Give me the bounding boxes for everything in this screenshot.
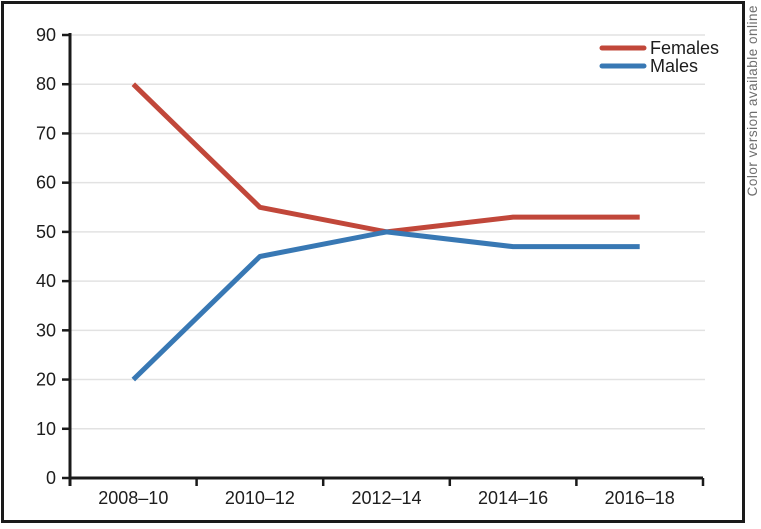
series-line-males xyxy=(131,229,640,382)
y-tick-label-60: 60 xyxy=(36,173,56,193)
x-tick-label-4: 2016–18 xyxy=(605,488,675,508)
y-tick-label-30: 30 xyxy=(36,320,56,340)
x-tick-label-1: 2010–12 xyxy=(225,488,295,508)
legend-label-females: Females xyxy=(650,38,719,58)
y-tick-label-80: 80 xyxy=(36,74,56,94)
y-tick-label-10: 10 xyxy=(36,419,56,439)
x-tick-label-3: 2014–16 xyxy=(478,488,548,508)
y-tick-label-70: 70 xyxy=(36,123,56,143)
series-line-females xyxy=(131,82,640,235)
legend-label-males: Males xyxy=(650,56,698,76)
y-tick-label-20: 20 xyxy=(36,370,56,390)
side-note-vertical-text: Color version available online xyxy=(745,5,760,197)
y-tick-label-50: 50 xyxy=(36,222,56,242)
x-tick-label-2: 2012–14 xyxy=(351,488,421,508)
y-tick-label-0: 0 xyxy=(46,468,56,488)
y-tick-label-90: 90 xyxy=(36,25,56,45)
y-tick-label-40: 40 xyxy=(36,271,56,291)
x-tick-label-0: 2008–10 xyxy=(98,488,168,508)
